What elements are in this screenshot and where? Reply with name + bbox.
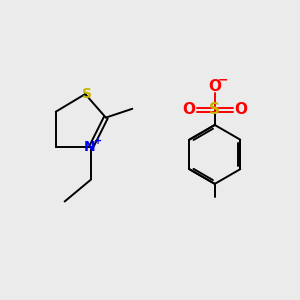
Text: O: O [183, 102, 196, 117]
Text: O: O [234, 102, 247, 117]
Text: N: N [84, 140, 95, 154]
Text: −: − [218, 73, 228, 86]
Text: S: S [82, 87, 92, 101]
Text: S: S [209, 102, 220, 117]
Text: O: O [208, 79, 221, 94]
Text: +: + [94, 136, 102, 146]
